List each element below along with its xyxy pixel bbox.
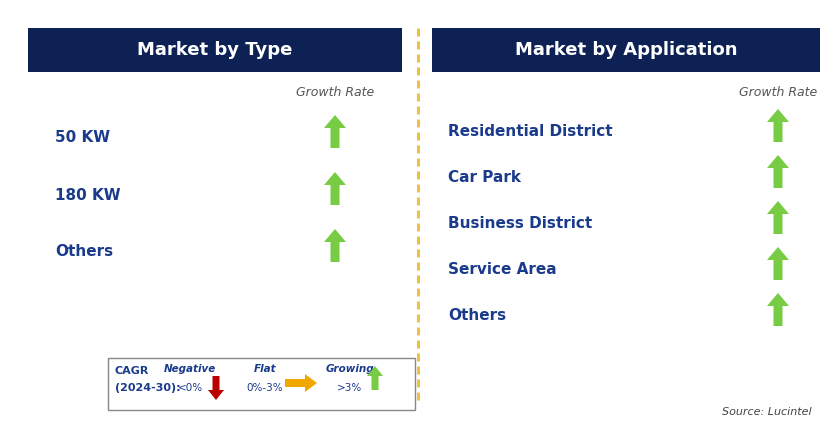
Text: <0%: <0% bbox=[177, 383, 202, 393]
Text: Car Park: Car Park bbox=[447, 171, 520, 185]
Bar bbox=[28, 28, 402, 72]
Text: Market by Application: Market by Application bbox=[514, 41, 736, 59]
Text: Growing: Growing bbox=[325, 364, 374, 374]
Polygon shape bbox=[324, 172, 345, 205]
Polygon shape bbox=[766, 155, 788, 188]
Text: 50 KW: 50 KW bbox=[55, 131, 110, 145]
Polygon shape bbox=[208, 376, 224, 400]
Bar bbox=[431, 28, 819, 72]
Text: Source: Lucintel: Source: Lucintel bbox=[721, 407, 811, 417]
Polygon shape bbox=[367, 366, 383, 390]
Text: 0%-3%: 0%-3% bbox=[247, 383, 283, 393]
Polygon shape bbox=[285, 374, 316, 392]
Polygon shape bbox=[766, 247, 788, 280]
Text: Growth Rate: Growth Rate bbox=[738, 86, 816, 99]
Text: Business District: Business District bbox=[447, 217, 591, 231]
Text: Growth Rate: Growth Rate bbox=[296, 86, 373, 99]
Bar bbox=[108, 358, 415, 410]
Text: 180 KW: 180 KW bbox=[55, 187, 121, 203]
Text: Service Area: Service Area bbox=[447, 263, 556, 277]
Text: Others: Others bbox=[55, 244, 113, 260]
Text: Others: Others bbox=[447, 309, 506, 323]
Text: >3%: >3% bbox=[337, 383, 362, 393]
Polygon shape bbox=[324, 115, 345, 148]
Polygon shape bbox=[766, 201, 788, 234]
Polygon shape bbox=[766, 293, 788, 326]
Text: Flat: Flat bbox=[253, 364, 276, 374]
Polygon shape bbox=[766, 109, 788, 142]
Text: Residential District: Residential District bbox=[447, 125, 612, 139]
Text: Negative: Negative bbox=[164, 364, 216, 374]
Polygon shape bbox=[324, 229, 345, 262]
Text: (2024-30):: (2024-30): bbox=[115, 383, 181, 393]
Text: Market by Type: Market by Type bbox=[137, 41, 292, 59]
Text: CAGR: CAGR bbox=[115, 366, 149, 376]
